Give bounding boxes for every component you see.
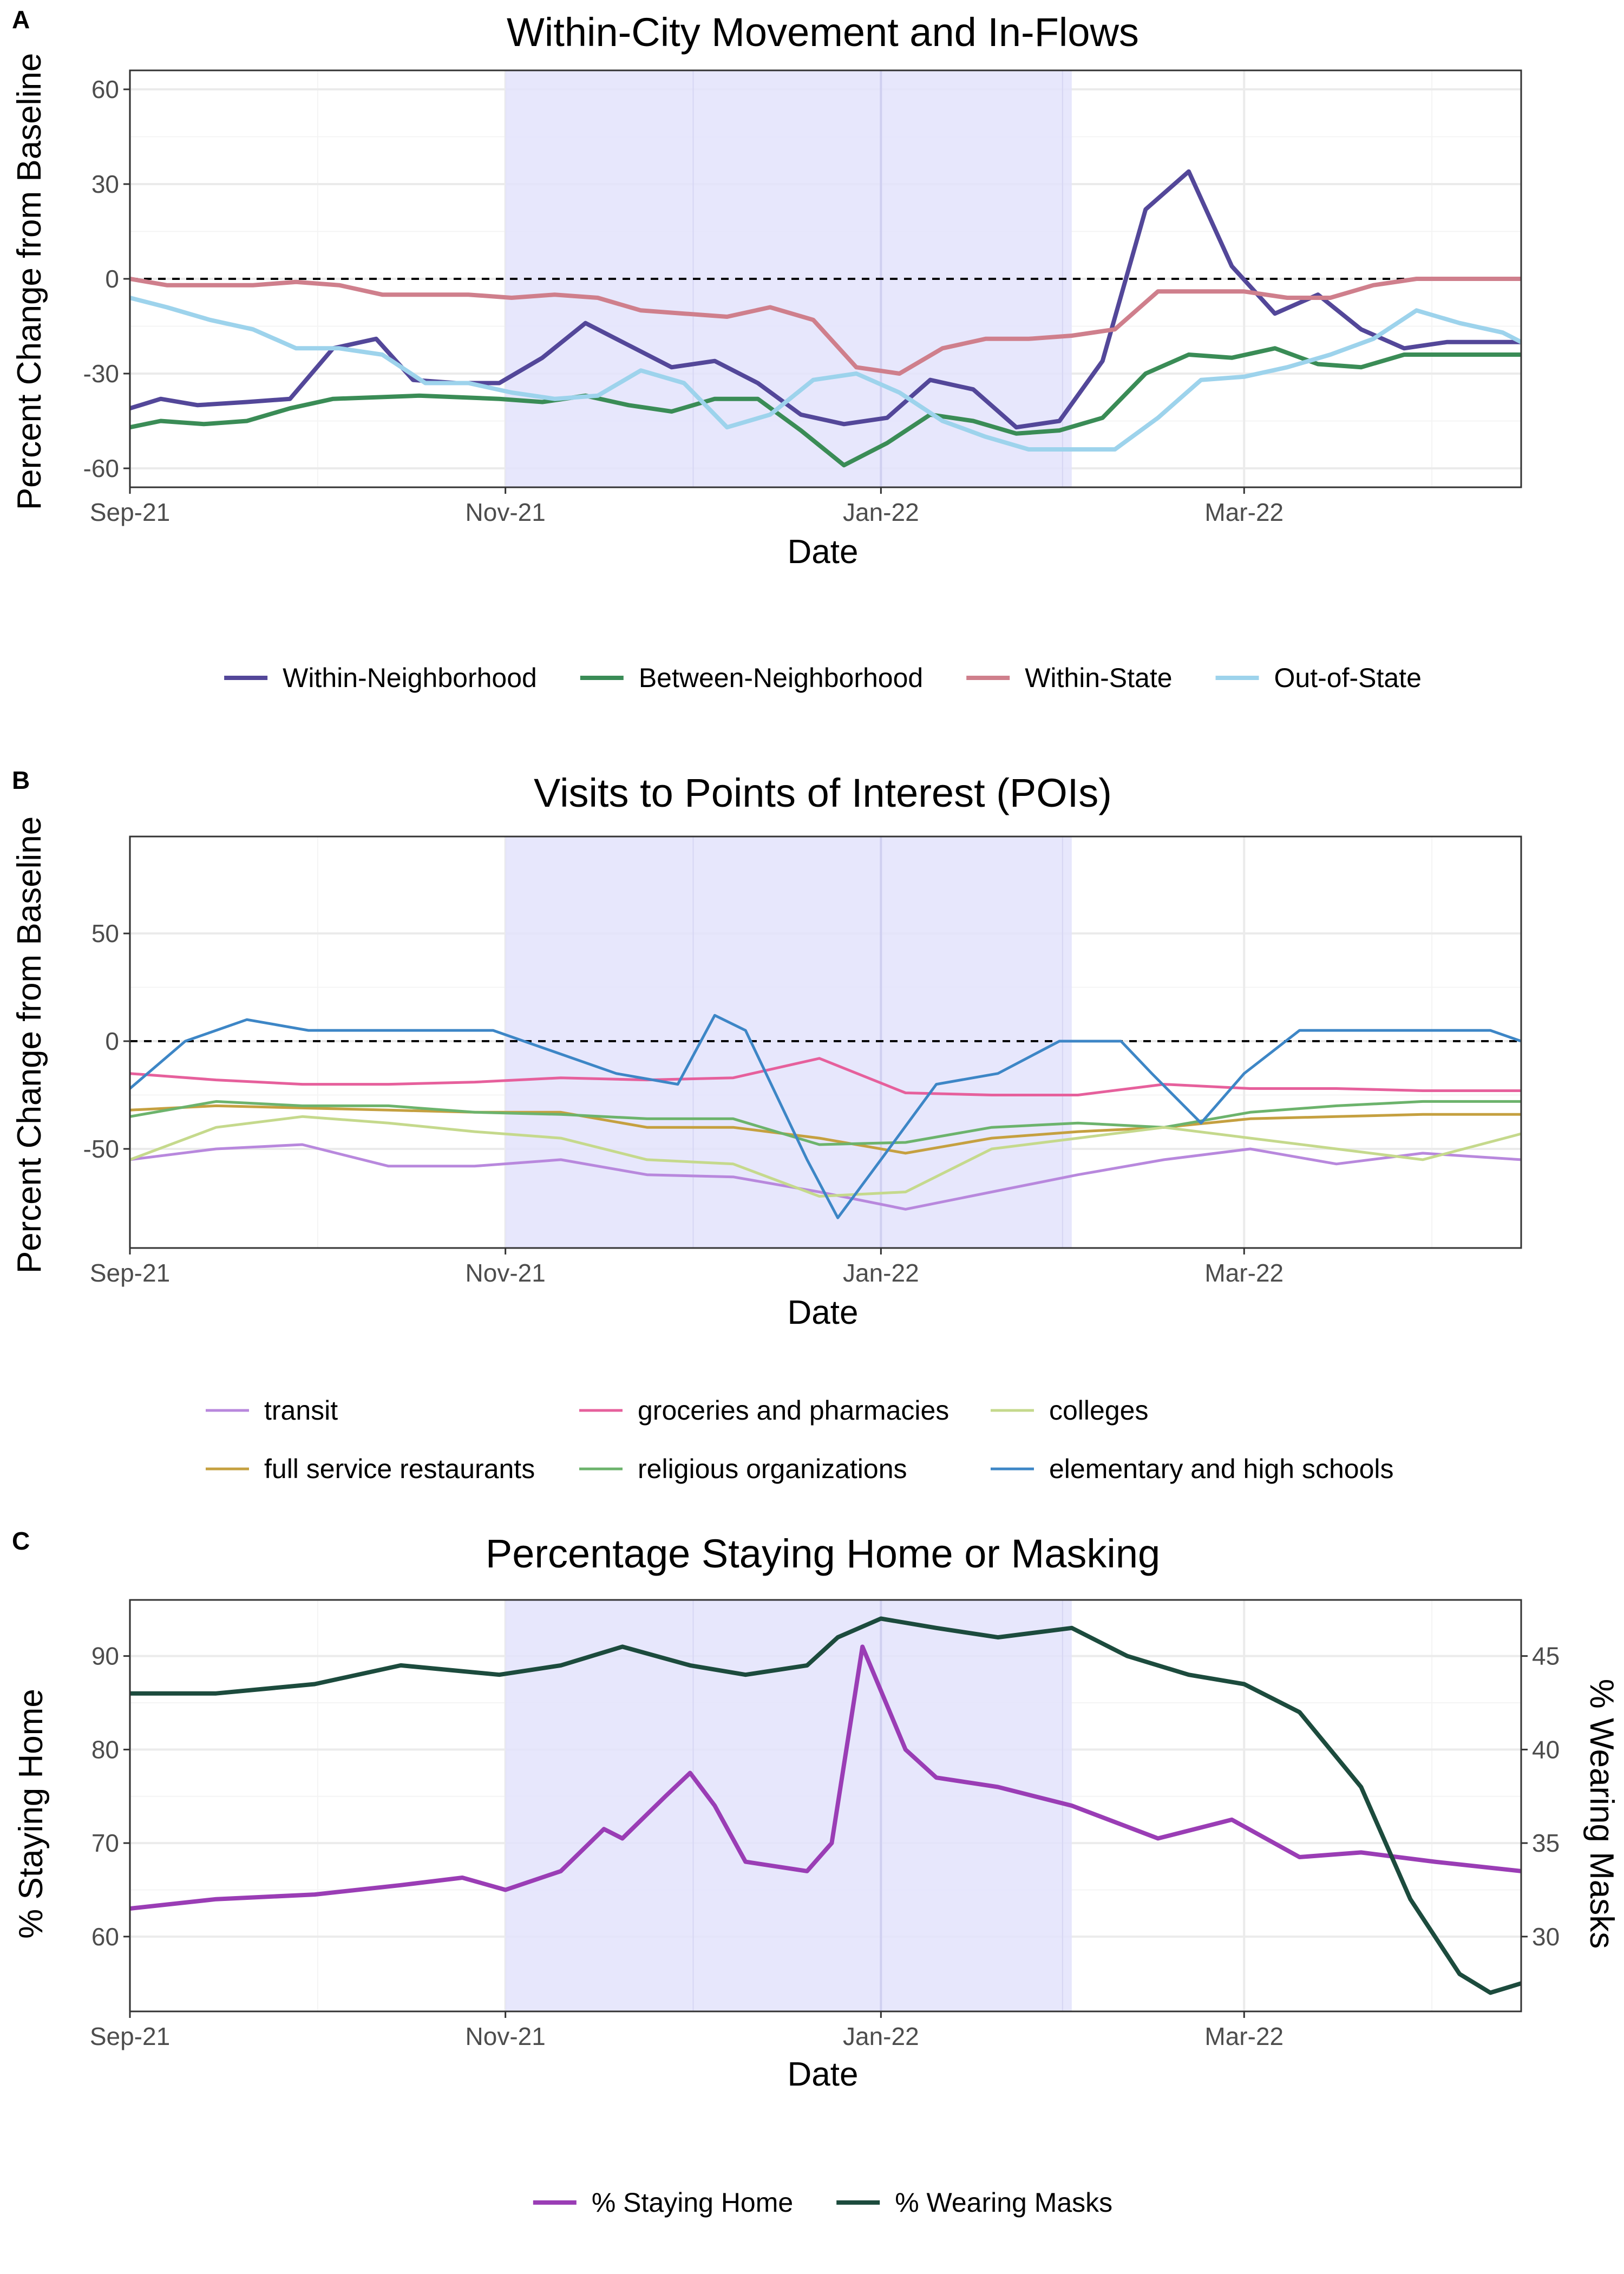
y2-axis-title: % Wearing Masks (1583, 1679, 1620, 1949)
legend-item: religious organizations (579, 1454, 907, 1484)
y2-tick-label: 45 (1532, 1642, 1560, 1670)
y-tick-label: 60 (91, 75, 119, 103)
series-line-wearing-masks (130, 1616, 1521, 1995)
chart-title: Visits to Points of Interest (POIs) (534, 770, 1112, 815)
y-tick-label: 50 (91, 919, 119, 948)
chart-title: Within-City Movement and In-Flows (507, 10, 1139, 55)
x-tick-label: Sep-21 (90, 1259, 170, 1287)
y-tick-label: 60 (91, 1923, 119, 1951)
x-tick-label: Nov-21 (466, 1259, 546, 1287)
x-tick-label: Nov-21 (466, 498, 546, 526)
legend-item: colleges (991, 1395, 1148, 1426)
legend-label: Out-of-State (1274, 663, 1422, 693)
legend-label: colleges (1049, 1395, 1148, 1426)
legend: % Staying Home % Wearing Masks (533, 2187, 1112, 2218)
panel-b: B Visits to Points of Interest (POIs) -5… (11, 766, 1522, 1484)
plot-frame (129, 1599, 1522, 2012)
y-tick-label: 90 (91, 1642, 119, 1670)
y-tick-label: 30 (91, 170, 119, 198)
y-axis-title: % Staying Home (12, 1689, 50, 1939)
y-tick-label: 70 (91, 1829, 119, 1857)
legend-item: % Wearing Masks (836, 2187, 1112, 2218)
legend-label: groceries and pharmacies (638, 1395, 949, 1426)
plot-area: -60 -30 0 30 60 Sep-21 Nov-21 Jan-22 Mar-22 (83, 69, 1522, 526)
legend-item: Within-Neighborhood (224, 663, 537, 693)
plot-area: -50 0 50 Sep-21 Nov-21 Jan-22 Mar-22 (83, 835, 1522, 1287)
y2-tick-label: 35 (1532, 1829, 1560, 1857)
chart-title: Percentage Staying Home or Masking (486, 1531, 1160, 1576)
y-tick-label: -50 (83, 1135, 119, 1163)
legend-item: full service restaurants (206, 1454, 535, 1484)
series-line-full-service-restaurants (130, 1104, 1521, 1155)
x-tick-label: Sep-21 (90, 498, 170, 526)
x-tick-label: Jan-22 (843, 1259, 919, 1287)
y-tick-label: -60 (83, 454, 119, 482)
legend-item: groceries and pharmacies (579, 1395, 949, 1426)
y-tick-label: 80 (91, 1735, 119, 1763)
legend-label: religious organizations (638, 1454, 907, 1484)
legend-label: % Wearing Masks (895, 2187, 1112, 2218)
panel-letter: A (12, 5, 30, 34)
y-tick-label: 0 (105, 265, 119, 293)
x-tick-label: Jan-22 (843, 498, 919, 526)
legend-label: elementary and high schools (1049, 1454, 1394, 1484)
series-line-colleges (130, 1115, 1521, 1198)
legend-label: full service restaurants (264, 1454, 535, 1484)
y-tick-label: -30 (83, 360, 119, 388)
legend-item: transit (206, 1395, 338, 1426)
legend-label: Within-Neighborhood (283, 663, 537, 693)
legend-item: Out-of-State (1215, 663, 1422, 693)
y-tick-label: 0 (105, 1027, 119, 1055)
x-tick-label: Mar-22 (1204, 498, 1284, 526)
x-tick-label: Jan-22 (843, 2022, 919, 2050)
series-line-out-of-state (130, 296, 1521, 452)
series-line-transit (130, 1143, 1521, 1211)
series-line-staying-home (130, 1644, 1521, 1911)
legend-item: Within-State (966, 663, 1173, 693)
plot-frame (129, 835, 1522, 1249)
legend-item: elementary and high schools (991, 1454, 1394, 1484)
x-tick-label: Mar-22 (1204, 1259, 1284, 1287)
x-tick-label: Mar-22 (1204, 2022, 1284, 2050)
y-axis-title: Percent Change from Baseline (11, 53, 48, 510)
legend-label: Within-State (1025, 663, 1172, 693)
plot-area: 60 70 80 90 30 35 40 45 Sep-21 Nov-21 Jan-22 Mar-22 (90, 1599, 1560, 2050)
panel-a: A Within-City Movement and In-Flows -60-… (11, 5, 1522, 693)
y-axis-title: Percent Change from Baseline (11, 816, 48, 1273)
x-axis-title: Date (788, 533, 859, 571)
x-axis-title: Date (788, 2056, 859, 2093)
y2-tick-label: 30 (1532, 1923, 1560, 1951)
y2-tick-label: 40 (1532, 1735, 1560, 1763)
x-axis-title: Date (788, 1294, 859, 1331)
series-line-religious-organizations (130, 1100, 1521, 1146)
panel-letter: B (12, 766, 30, 794)
panel-c: C Percentage Staying Home or Masking 60 7… (12, 1527, 1620, 2218)
shaded-period (505, 1600, 1072, 2011)
legend-item: % Staying Home (533, 2187, 793, 2218)
legend-label: transit (264, 1395, 338, 1426)
series-line-within-neighborhood (130, 169, 1521, 430)
legend-item: Between-Neighborhood (580, 663, 923, 693)
legend: Within-Neighborhood Between-Neighborhood W… (224, 663, 1422, 693)
legend-label: % Staying Home (592, 2187, 793, 2218)
series-line-elementary-and-high-schools (130, 1014, 1521, 1219)
x-tick-label: Sep-21 (90, 2022, 170, 2050)
x-tick-label: Nov-21 (466, 2022, 546, 2050)
legend: transit groceries and pharmacies colleges f… (206, 1395, 1394, 1484)
series-line-groceries-and-pharmacies (130, 1057, 1521, 1096)
legend-label: Between-Neighborhood (639, 663, 923, 693)
series-line-within-state (130, 277, 1521, 376)
panel-letter: C (12, 1527, 30, 1555)
